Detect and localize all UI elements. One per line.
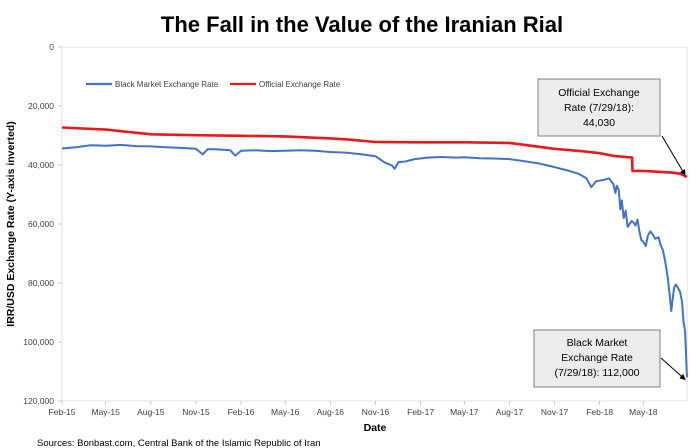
callout-black-market-line-3: (7/29/18): 112,000: [554, 367, 639, 379]
x-tick-label: Feb-17: [407, 407, 434, 417]
x-tick-label: May-16: [271, 407, 300, 417]
x-tick-label: Feb-18: [586, 407, 613, 417]
callout-official-line-2: Rate (7/29/18):: [564, 102, 634, 114]
y-tick-label: 120,000: [23, 396, 54, 406]
y-tick-label: 100,000: [23, 337, 54, 347]
y-tick-label: 80,000: [28, 278, 54, 288]
x-tick-label: May-18: [629, 407, 658, 417]
source-note: Sources: Bonbast.com, Central Bank of th…: [37, 438, 321, 448]
x-tick-label: Nov-15: [182, 407, 210, 417]
y-tick-label: 40,000: [28, 160, 54, 170]
x-tick-label: Aug-16: [317, 407, 345, 417]
x-tick-label: Aug-15: [137, 407, 165, 417]
series-layer: [61, 126, 688, 378]
chart-title: The Fall in the Value of the Iranian Ria…: [161, 12, 563, 37]
y-axis: 0 20,000 40,000 60,000 80,000 100,000 120,000: [23, 42, 62, 406]
x-tick-label: May-17: [450, 407, 479, 417]
y-tick-label: 60,000: [28, 219, 54, 229]
callout-black-market-arrow: [660, 357, 686, 381]
callout-black-market: Black Market Exchange Rate (7/29/18): 11…: [533, 329, 686, 388]
callout-official-line-1: Official Exchange: [558, 87, 640, 99]
x-axis-label: Date: [364, 422, 387, 434]
x-tick-label: Feb-15: [49, 407, 76, 417]
callout-official-arrow: [661, 135, 686, 176]
callout-black-market-box: [533, 329, 661, 388]
y-tick-label: 0: [49, 42, 54, 52]
x-tick-label: Aug-17: [496, 407, 524, 417]
callout-black-market-line-2: Exchange Rate: [561, 352, 633, 364]
callout-official-box: [537, 78, 661, 137]
y-tick-label: 20,000: [28, 101, 54, 111]
legend-label-black-market: Black Market Exchange Rate: [115, 80, 219, 89]
x-tick-label: Nov-16: [362, 407, 390, 417]
series-line-official-exchange-rate: [61, 126, 688, 179]
legend-label-official: Official Exchange Rate: [259, 80, 341, 89]
series-line-black-market-exchange-rate: [61, 143, 688, 378]
callout-official: Official Exchange Rate (7/29/18): 44,030: [537, 78, 686, 176]
callout-black-market-line-1: Black Market: [567, 337, 628, 349]
y-axis-label: IRR/USD Exchange Rate (Y-axis inverted): [5, 121, 17, 326]
x-tick-label: May-15: [91, 407, 120, 417]
x-tick-label: Nov-17: [541, 407, 569, 417]
callout-official-line-3: 44,030: [583, 117, 615, 129]
x-axis: Feb-15 May-15 Aug-15 Nov-15 Feb-16 May-16 Aug-…: [49, 401, 658, 417]
x-tick-label: Feb-16: [228, 407, 255, 417]
legend: Black Market Exchange Rate Official Exch…: [86, 80, 341, 89]
